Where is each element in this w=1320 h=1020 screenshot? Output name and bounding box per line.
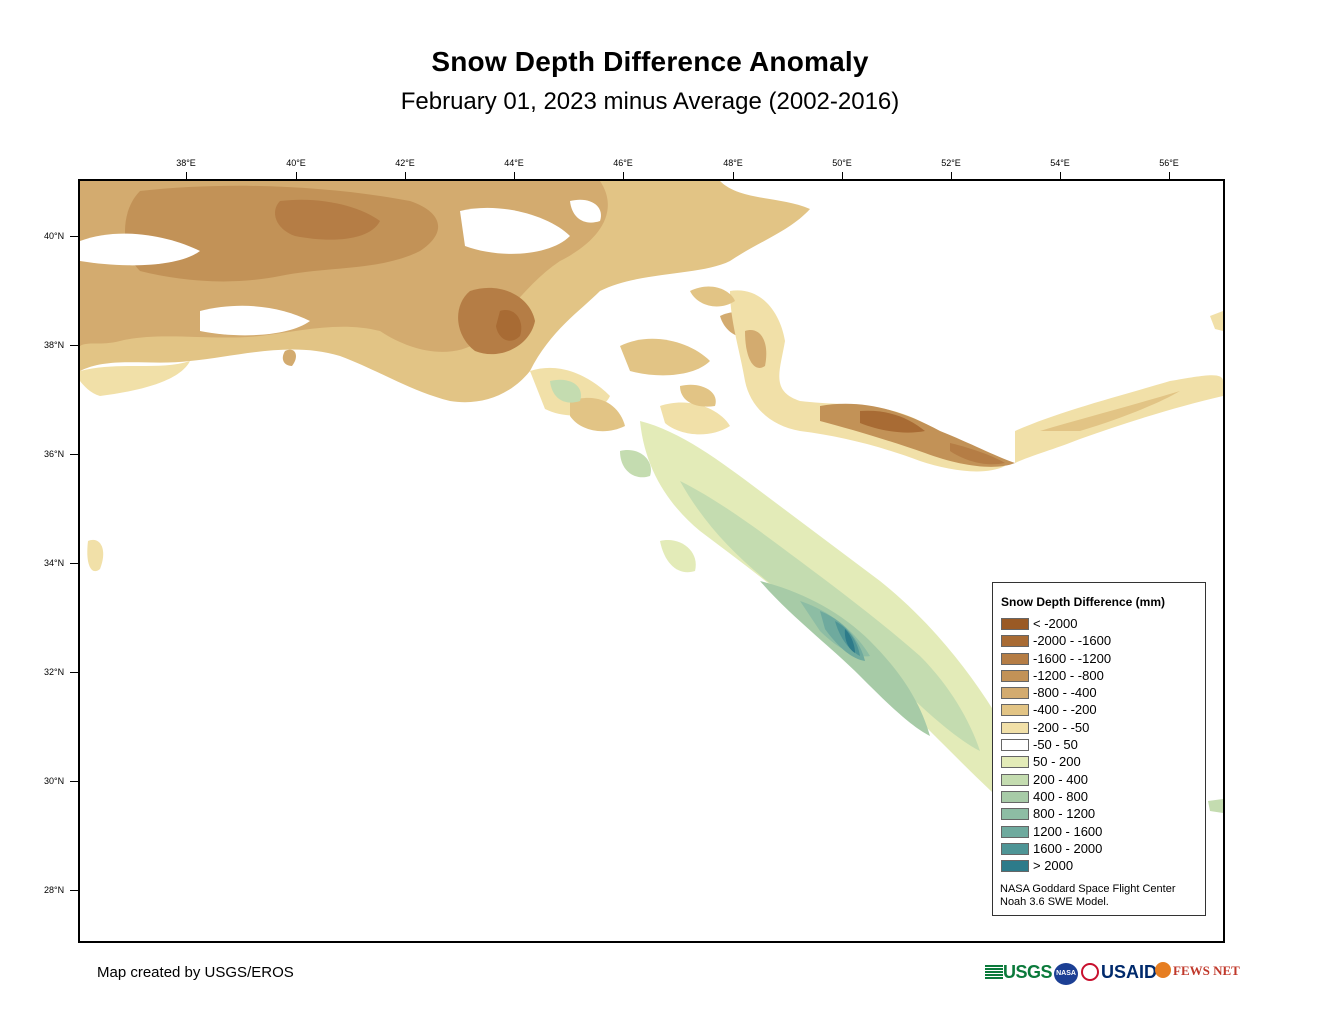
map-subtitle: February 01, 2023 minus Average (2002-20…: [400, 88, 900, 115]
legend-title: Snow Depth Difference (mm): [1001, 595, 1166, 609]
legend-label: -1600 - -1200: [1033, 650, 1112, 666]
negative-anomaly-region-central: [570, 312, 756, 435]
legend-label: < -2000: [1033, 616, 1078, 631]
lon-label: 50°E: [832, 158, 852, 168]
lat-label: 38°N: [44, 340, 65, 350]
negative-anomaly-region-north: [80, 181, 810, 416]
legend-label: -800 - -400: [1033, 685, 1097, 701]
negative-anomaly-region-alborz: [690, 286, 1223, 472]
legend-label: > 2000: [1033, 858, 1074, 874]
legend-label: -1200 - -800: [1033, 667, 1104, 683]
legend-swatch: [1001, 652, 1029, 665]
lon-tick: [1060, 172, 1061, 180]
legend-swatch: [1001, 669, 1029, 682]
lon-tick: [296, 172, 297, 180]
legend-label: 1600 - 2000: [1033, 840, 1103, 856]
map-credit: Map created by USGS/EROS: [97, 964, 294, 981]
lon-label: 46°E: [613, 158, 633, 168]
legend-swatch: [1001, 756, 1029, 769]
legend-swatch: [1001, 860, 1029, 873]
positive-anomaly-region-zagros: [87, 379, 1223, 821]
fewsnet-logo: FEWS NET: [1155, 962, 1240, 979]
legend-swatch: [1001, 687, 1029, 700]
lat-label: 40°N: [44, 231, 65, 241]
lon-label: 42°E: [395, 158, 415, 168]
legend-label: 50 - 200: [1033, 754, 1081, 770]
lat-tick: [70, 345, 79, 346]
lon-tick: [514, 172, 515, 180]
lat-label: 30°N: [44, 776, 65, 786]
lon-tick: [733, 172, 734, 180]
legend-swatch: [1001, 825, 1029, 838]
lat-tick: [70, 781, 79, 782]
lat-label: 32°N: [44, 667, 65, 677]
lat-tick: [70, 672, 79, 673]
lon-tick: [186, 172, 187, 180]
legend-swatch: [1001, 773, 1029, 786]
lon-label: 52°E: [941, 158, 961, 168]
legend-label: -400 - -200: [1033, 702, 1097, 718]
legend-swatch: [1001, 635, 1029, 648]
legend-label: -50 - 50: [1033, 737, 1078, 753]
snow-anomaly-map: [80, 181, 1223, 821]
legend-swatch: [1001, 842, 1029, 855]
legend-swatch: [1001, 739, 1029, 752]
lat-tick: [70, 890, 79, 891]
lat-label: 34°N: [44, 558, 65, 568]
lat-tick: [70, 454, 79, 455]
lon-tick: [405, 172, 406, 180]
legend-label: 400 - 800: [1033, 788, 1088, 804]
legend-label: -2000 - -1600: [1033, 633, 1112, 649]
legend-swatch: [1001, 721, 1029, 734]
lat-label: 36°N: [44, 449, 65, 459]
lat-label: 28°N: [44, 885, 65, 895]
lon-tick: [623, 172, 624, 180]
usgs-logo: USGS: [985, 962, 1053, 983]
legend-label: 800 - 1200: [1033, 806, 1096, 822]
lon-label: 40°E: [286, 158, 306, 168]
lon-tick: [842, 172, 843, 180]
map-title: Snow Depth Difference Anomaly: [431, 46, 869, 77]
usaid-logo: USAID: [1081, 962, 1157, 983]
legend-swatch: [1001, 790, 1029, 803]
lon-label: 48°E: [723, 158, 743, 168]
lat-tick: [70, 236, 79, 237]
legend-swatch: [1001, 618, 1029, 630]
legend-label: 1200 - 1600: [1033, 823, 1103, 839]
lon-label: 44°E: [504, 158, 524, 168]
lon-tick: [951, 172, 952, 180]
legend-label: -200 - -50: [1033, 719, 1090, 735]
legend-swatch: [1001, 704, 1029, 717]
lon-label: 54°E: [1050, 158, 1070, 168]
credit-line: Noah 3.6 SWE Model.: [1000, 896, 1109, 908]
nasa-logo: NASA: [1054, 963, 1078, 985]
lon-tick: [1169, 172, 1170, 180]
lon-label: 38°E: [176, 158, 196, 168]
legend-label: 200 - 400: [1033, 771, 1088, 787]
lon-label: 56°E: [1159, 158, 1179, 168]
legend-swatch: [1001, 808, 1029, 821]
legend-credit: NASA Goddard Space Flight Center Noah 3.…: [1000, 883, 1175, 909]
credit-line: NASA Goddard Space Flight Center: [1000, 883, 1176, 895]
legend-box: Snow Depth Difference (mm) < -2000 -2000…: [992, 582, 1206, 916]
lat-tick: [70, 563, 79, 564]
